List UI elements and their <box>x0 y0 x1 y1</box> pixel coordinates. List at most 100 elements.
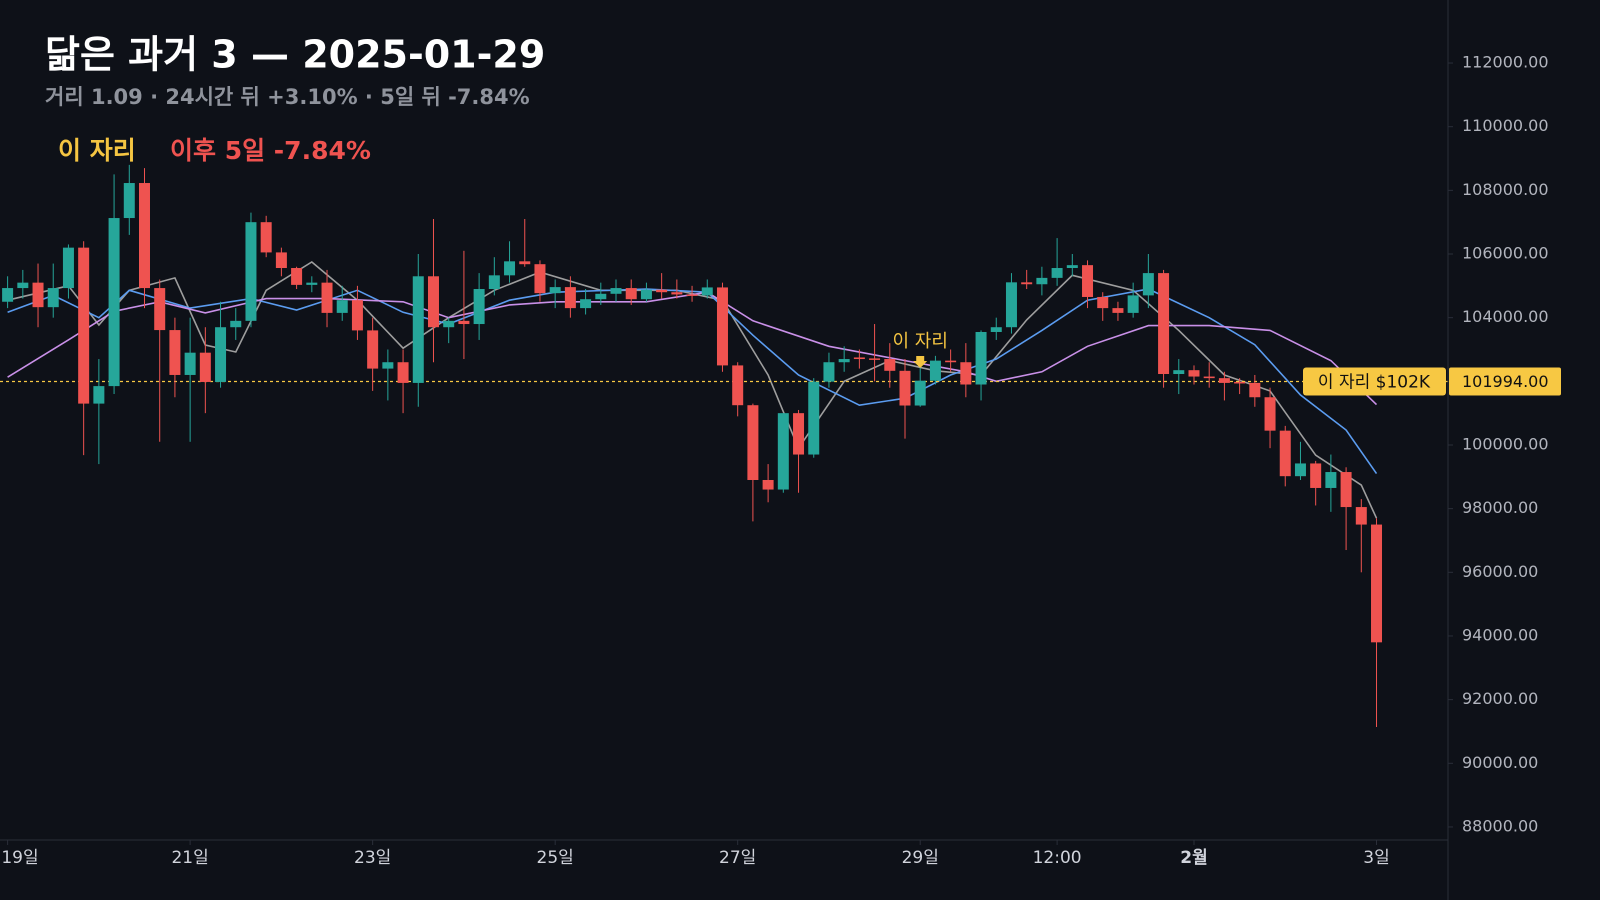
candle-body <box>245 222 257 321</box>
candle-body <box>367 330 379 369</box>
candle-body <box>1234 381 1246 384</box>
candle-body <box>1097 296 1109 309</box>
candle-body <box>1203 376 1215 379</box>
candle-body <box>1066 265 1078 269</box>
moving-average-line <box>7 261 1378 519</box>
candle-body <box>716 287 728 366</box>
candles <box>2 164 1383 728</box>
candle-body <box>1051 268 1063 278</box>
y-tick-label: 108000.00 <box>1462 180 1549 199</box>
candle-body <box>640 289 652 300</box>
price-tag: 이 자리 $102K <box>1318 373 1431 393</box>
candle-body <box>625 288 637 300</box>
candle-body <box>275 252 287 269</box>
x-tick-label: 12:00 <box>1033 848 1082 868</box>
candle-body <box>823 362 835 382</box>
candle-body <box>1127 295 1139 313</box>
candle-body <box>1218 378 1230 383</box>
y-tick-label: 94000.00 <box>1462 625 1538 644</box>
legend-marker: 이 자리 <box>58 136 136 165</box>
candle-body <box>1082 265 1094 297</box>
candle-body <box>321 282 333 313</box>
candle-body <box>686 294 698 296</box>
candle-body <box>1188 370 1200 377</box>
candle-body <box>519 261 531 265</box>
candle-body <box>975 331 987 385</box>
candle-body <box>656 289 668 293</box>
candle-body <box>777 413 789 490</box>
candle-body <box>732 365 744 406</box>
candle-body <box>351 300 363 331</box>
candle-body <box>336 300 348 313</box>
candle-body <box>564 287 576 309</box>
candle-body <box>382 362 394 369</box>
candle-body <box>914 380 926 406</box>
y-tick-label: 90000.00 <box>1462 753 1538 772</box>
candle-body <box>1310 463 1322 488</box>
candle-body <box>1264 397 1276 431</box>
candle-body <box>1173 370 1185 375</box>
candle-body <box>595 293 607 300</box>
candle-body <box>443 320 455 328</box>
candle-body <box>230 320 242 328</box>
candle-body <box>93 386 105 404</box>
candle-body <box>397 362 409 383</box>
candle-body <box>853 357 865 360</box>
price-label-box <box>1449 367 1561 396</box>
y-tick-label: 98000.00 <box>1462 498 1538 517</box>
candle-body <box>504 261 516 276</box>
y-tick-label: 92000.00 <box>1462 689 1538 708</box>
y-tick-label: 104000.00 <box>1462 307 1549 326</box>
candle-body <box>1005 282 1017 328</box>
candle-body <box>1294 463 1306 477</box>
candle-body <box>123 183 135 219</box>
candle-body <box>549 287 561 294</box>
candle-body <box>17 282 29 289</box>
candle-body <box>78 247 90 404</box>
candle-body <box>580 299 592 309</box>
candle-body <box>1279 430 1291 477</box>
candle-body <box>671 292 683 295</box>
candle-body <box>488 275 500 290</box>
price-tag-box <box>1303 367 1446 396</box>
annotation: 이 자리 <box>893 331 948 352</box>
candle-body <box>1142 273 1154 296</box>
candle-body <box>793 413 805 455</box>
candle-body <box>762 480 774 490</box>
chart-subtitle: 거리 1.09 · 24시간 뒤 +3.10% · 5일 뒤 -7.84% <box>45 85 530 109</box>
candle-body <box>138 183 150 289</box>
legend-outcome: 이후 5일 -7.84% <box>170 136 371 165</box>
candle-body <box>184 352 196 375</box>
x-tick-label: 19일 <box>1 848 38 868</box>
candle-body <box>1158 273 1170 375</box>
candle-body <box>1340 472 1352 508</box>
y-tick-label: 110000.00 <box>1462 116 1549 135</box>
candle-body <box>306 282 318 285</box>
candle-body <box>47 288 59 308</box>
candle-body <box>427 276 439 328</box>
y-tick-label: 96000.00 <box>1462 562 1538 581</box>
candle-body <box>534 264 546 294</box>
candle-body <box>215 327 227 382</box>
candle-body <box>260 222 272 253</box>
candle-body <box>108 218 120 387</box>
labels: 닮은 과거 3 — 2025-01-29 거리 1.09 · 24시간 뒤 +3… <box>1 33 1561 868</box>
candle-body <box>1036 277 1048 285</box>
candle-body <box>1371 524 1383 643</box>
candle-body <box>1249 382 1261 398</box>
candle-body <box>412 276 424 383</box>
chart-title: 닮은 과거 3 — 2025-01-29 <box>45 33 545 77</box>
candle-body <box>884 359 896 371</box>
candle-body <box>154 288 166 331</box>
candle-body <box>458 320 470 325</box>
x-tick-label: 23일 <box>354 848 391 868</box>
candle-body <box>945 360 957 363</box>
x-tick-label: 27일 <box>719 848 756 868</box>
x-tick-label: 3일 <box>1363 848 1389 868</box>
candle-body <box>1112 308 1124 313</box>
price-label: 101994.00 <box>1462 372 1549 391</box>
candle-body <box>747 405 759 480</box>
candle-body <box>1325 472 1337 488</box>
candle-body <box>2 288 14 302</box>
